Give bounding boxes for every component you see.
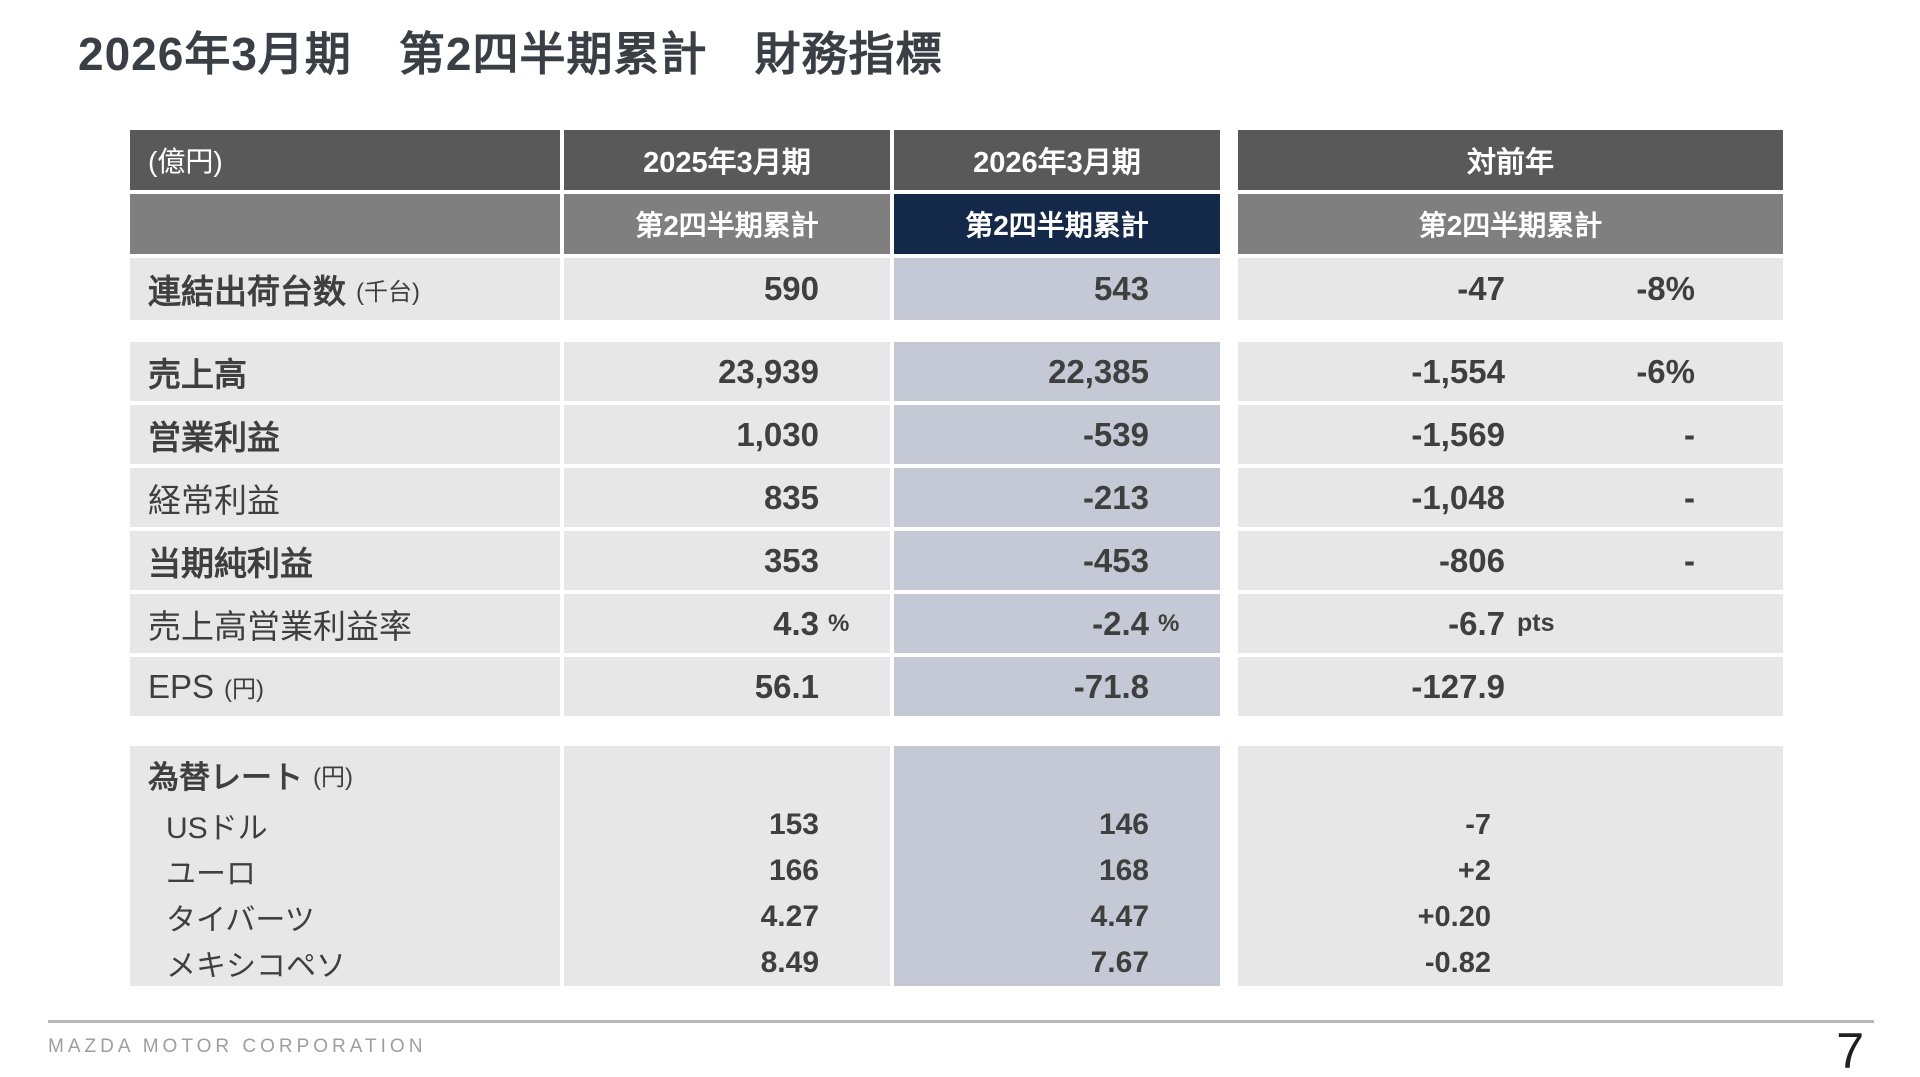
- fy2026-value: -213: [894, 468, 1220, 527]
- fx-rate-block: 為替レート (円) USドル ユーロ タイバーツ メキシコペソ 153 166 …: [130, 746, 1783, 986]
- fy2025-value: 1,030: [564, 405, 890, 464]
- subheader-yoy: 第2四半期累計: [1238, 194, 1783, 254]
- fx-yoy-mxn: -0.82: [1424, 946, 1491, 979]
- fx-currency-mxn: メキシコペソ: [166, 950, 346, 983]
- fx-currency-thb: タイバーツ: [166, 904, 315, 937]
- header-fy2026: 2026年3月期: [894, 130, 1220, 190]
- yoy-value: -6.7 pts: [1238, 594, 1783, 653]
- fx-fy2025-mxn: 8.49: [760, 946, 819, 979]
- row-label: EPS: [148, 667, 215, 705]
- yoy-value: -806-: [1238, 531, 1783, 590]
- yoy-value: -1,048-: [1238, 468, 1783, 527]
- row-unit: (千台): [356, 278, 420, 306]
- fy2026-value: -71.8: [894, 657, 1220, 716]
- fy2025-value: 835: [564, 468, 890, 527]
- table-row-shipments: 連結出荷台数 (千台) 590 543 -47 -8%: [130, 258, 1783, 320]
- fy2026-value: 22,385: [894, 342, 1220, 401]
- fx-label: 為替レート: [148, 759, 303, 795]
- table-header-row: (億円) 2025年3月期 2026年3月期 対前年: [130, 130, 1783, 190]
- subheader-fy2025: 第2四半期累計: [564, 194, 890, 254]
- yoy-value: -1,554 -6%: [1238, 342, 1783, 401]
- yoy-value: -1,569-: [1238, 405, 1783, 464]
- fx-unit: (円): [313, 763, 353, 791]
- fx-fy2025-eur: 166: [768, 854, 819, 887]
- page-number: 7: [1836, 1023, 1864, 1077]
- footer-company-name: MAZDA MOTOR CORPORATION: [48, 1036, 427, 1057]
- fx-currency-usd: USドル: [166, 812, 268, 845]
- row-label: 売上高営業利益率: [148, 607, 412, 645]
- fx-fy2026-mxn: 7.67: [1090, 946, 1149, 979]
- row-label: 連結出荷台数: [148, 273, 346, 310]
- fy2025-value: 23,939: [564, 342, 890, 401]
- yoy-value: -47 -8%: [1238, 258, 1783, 320]
- fx-currency-eur: ユーロ: [166, 858, 256, 891]
- fy2025-value: 56.1: [564, 657, 890, 716]
- fx-fy2026-eur: 168: [1098, 854, 1149, 887]
- financial-table: (億円) 2025年3月期 2026年3月期 対前年 第2四半期累計 第2四半期…: [130, 130, 1783, 986]
- fx-fy2025-usd: 153: [768, 808, 819, 841]
- subheader-empty-cell: [130, 194, 560, 254]
- subheader-fy2026: 第2四半期累計: [894, 194, 1220, 254]
- fy2025-value: 590: [564, 258, 890, 320]
- fy2026-value: -2.4%: [894, 594, 1220, 653]
- fx-fy2025-thb: 4.27: [760, 900, 819, 933]
- fy2026-value: -453: [894, 531, 1220, 590]
- row-label: 売上高: [148, 355, 247, 393]
- table-row-eps: EPS (円) 56.1 -71.8 -127.9: [130, 657, 1783, 716]
- fx-fy2026-thb: 4.47: [1090, 900, 1149, 933]
- table-row-operating-profit: 営業利益 1,030 -539 -1,569-: [130, 405, 1783, 464]
- fy2026-value: 543: [894, 258, 1220, 320]
- fy2025-value: 4.3%: [564, 594, 890, 653]
- fy2025-value: 353: [564, 531, 890, 590]
- fx-fy2026-usd: 146: [1098, 808, 1149, 841]
- row-unit: (円): [224, 676, 265, 703]
- row-label: 当期純利益: [148, 544, 313, 582]
- footer-divider: [48, 1020, 1874, 1023]
- page-title: 2026年3月期 第2四半期累計 財務指標: [78, 28, 943, 80]
- table-row-ordinary-profit: 経常利益 835 -213 -1,048-: [130, 468, 1783, 527]
- header-fy2025: 2025年3月期: [564, 130, 890, 190]
- header-unit-note: (億円): [130, 130, 560, 190]
- table-row-operating-margin: 売上高営業利益率 4.3% -2.4% -6.7 pts: [130, 594, 1783, 653]
- fy2026-value: -539: [894, 405, 1220, 464]
- table-subheader-row: 第2四半期累計 第2四半期累計 第2四半期累計: [130, 194, 1783, 254]
- fx-yoy-eur: +2: [1457, 854, 1491, 887]
- table-row-revenue: 売上高 23,939 22,385 -1,554 -6%: [130, 342, 1783, 401]
- fx-yoy-thb: +0.20: [1417, 900, 1491, 933]
- row-label: 経常利益: [148, 481, 280, 519]
- yoy-value: -127.9: [1238, 657, 1783, 716]
- row-label: 営業利益: [148, 418, 280, 456]
- header-yoy: 対前年: [1238, 130, 1783, 190]
- table-row-net-income: 当期純利益 353 -453 -806-: [130, 531, 1783, 590]
- fx-yoy-usd: -7: [1465, 808, 1491, 841]
